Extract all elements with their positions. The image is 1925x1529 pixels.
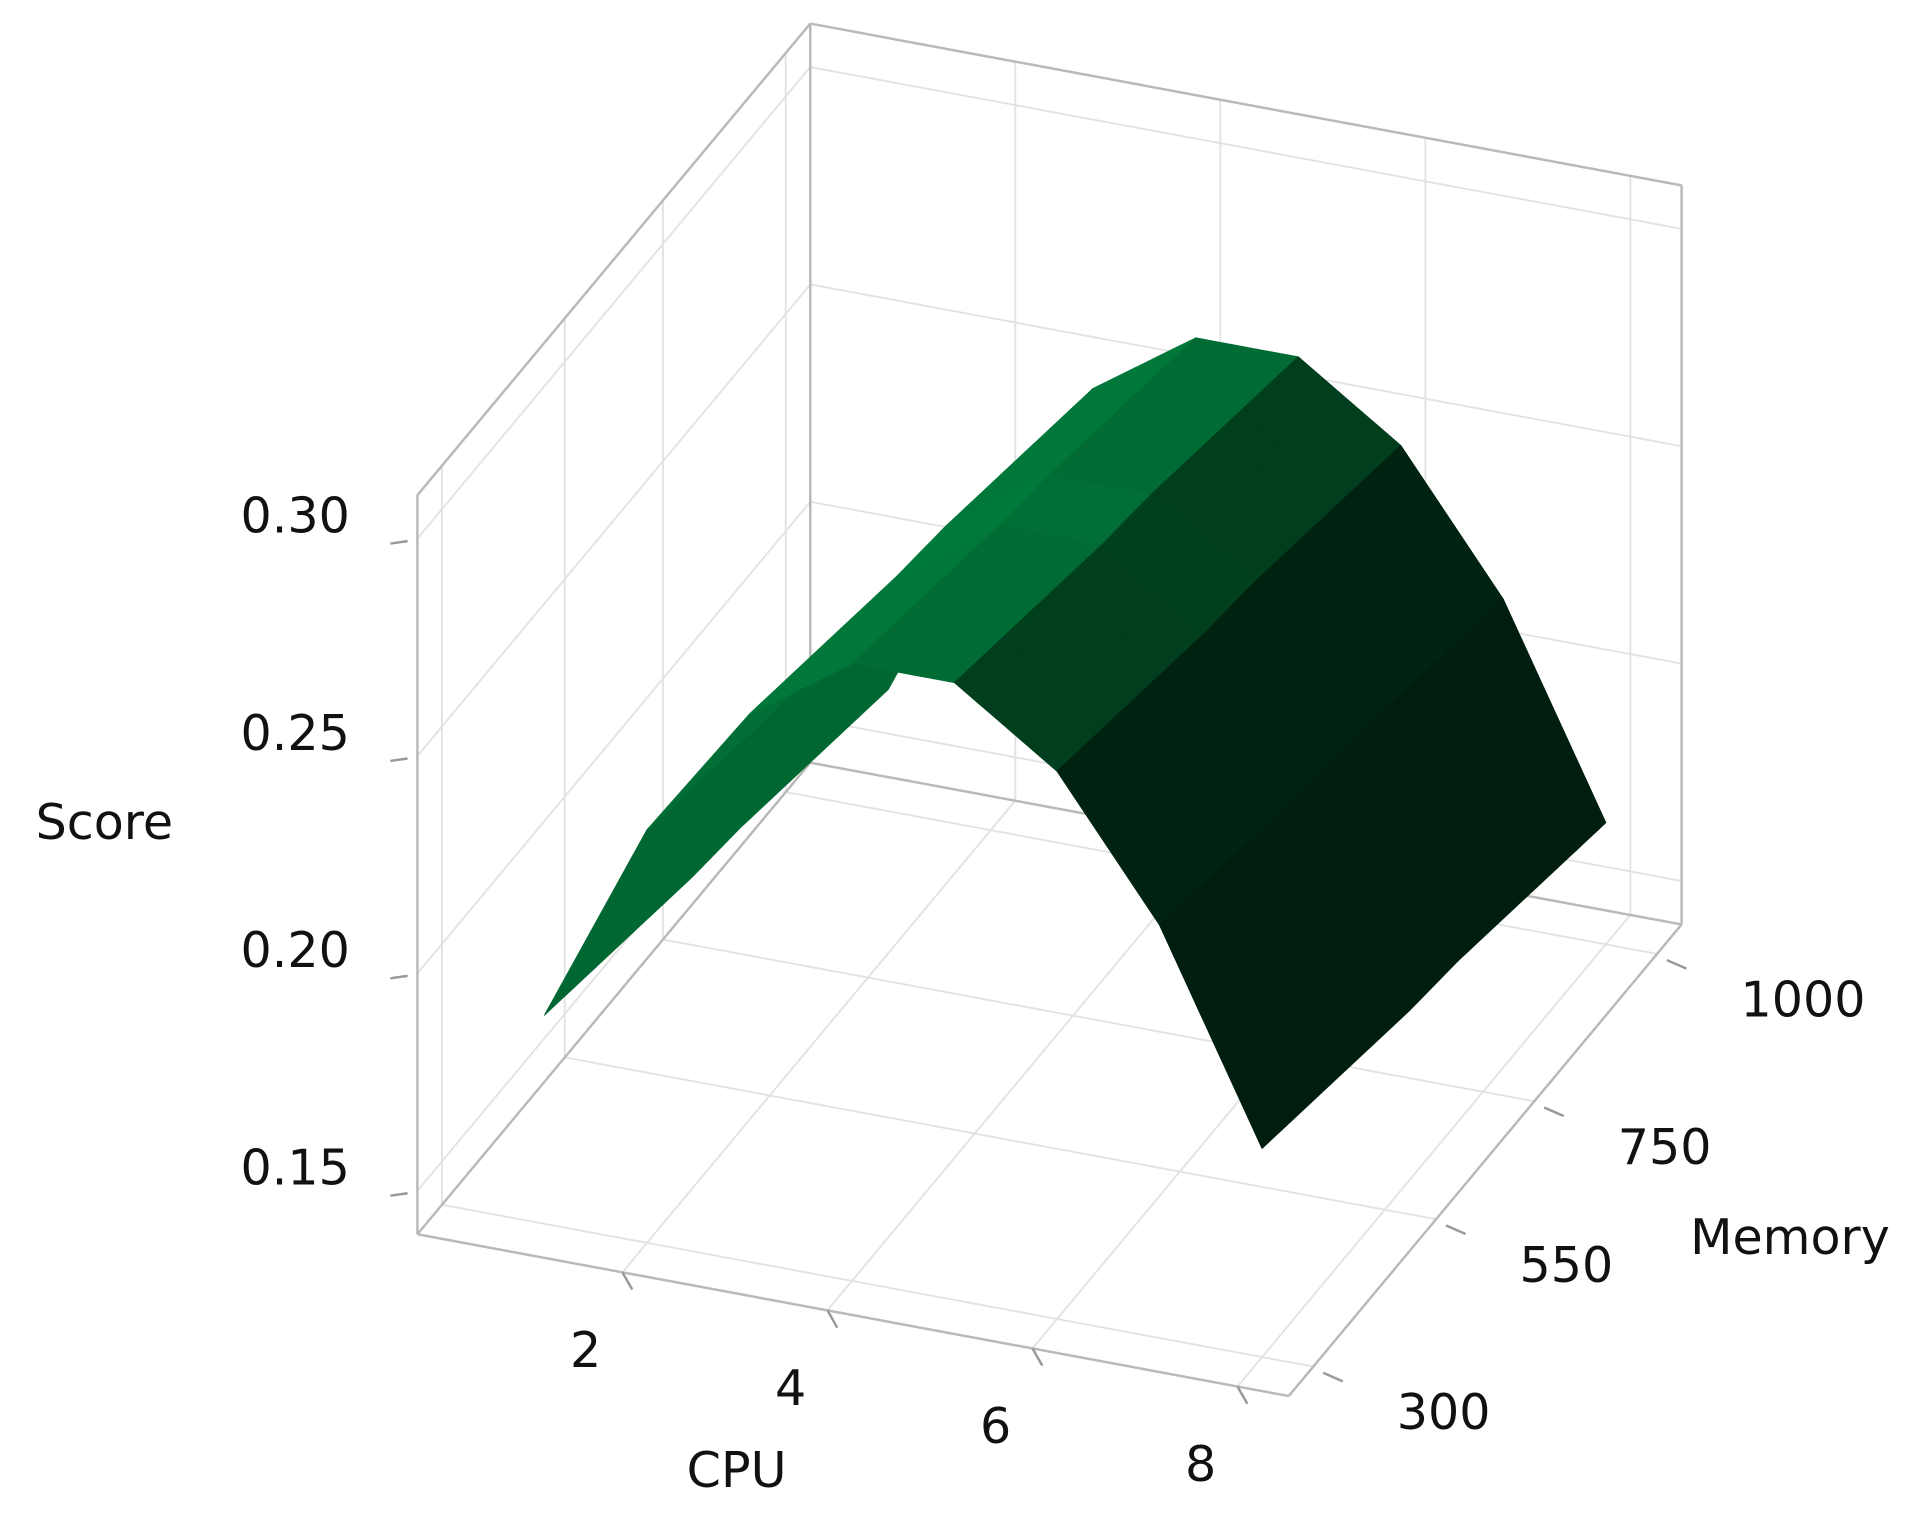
floor-grid-line [1236, 914, 1632, 1388]
box-edge [810, 22, 1682, 187]
side-wall-grid-line [416, 283, 811, 757]
surface-patch [1159, 878, 1312, 1149]
surface-patch [1003, 590, 1156, 726]
y-tick [1543, 1106, 1565, 1118]
surface-patch [994, 383, 1148, 481]
surface-patch [900, 571, 1054, 638]
z-tick [390, 974, 408, 980]
y-tick [1445, 1224, 1467, 1236]
x-tick [621, 1271, 634, 1291]
surface-facet [1241, 1094, 1273, 1149]
surface-patch [1355, 690, 1509, 961]
surface-patch [1203, 582, 1357, 788]
x-tick-label: 4 [775, 1359, 806, 1417]
z-tick-label: 0.30 [241, 486, 350, 544]
surface-patch [1150, 448, 1304, 584]
surface-patch [1056, 724, 1210, 926]
surface-patch [1306, 736, 1459, 1012]
back-wall-grid-line [810, 66, 1682, 230]
surface-patch [1154, 632, 1308, 834]
floor-grid-line [441, 1203, 1314, 1368]
surface-patch [749, 617, 902, 715]
surface [543, 337, 1607, 1149]
floor-grid-line [621, 800, 1016, 1273]
x-tick [826, 1309, 839, 1329]
z-tick [390, 757, 408, 763]
surface-patch [954, 636, 1107, 772]
surface-patch [851, 617, 1005, 684]
y-tick-label: 750 [1618, 1118, 1712, 1176]
side-wall-grid-line [416, 66, 811, 540]
floor-grid-line [662, 938, 1535, 1103]
box-edge [416, 22, 812, 496]
y-tick-label: 550 [1520, 1236, 1614, 1294]
box-edge [417, 1233, 1289, 1398]
z-axis-label: Score [36, 793, 174, 851]
surface-patch [642, 691, 795, 924]
surface-patch [1047, 429, 1201, 496]
side-wall-grid-line [416, 501, 811, 974]
x-tick-label: 6 [980, 1397, 1011, 1455]
surface-patch [1101, 494, 1254, 634]
surface-patch [998, 475, 1152, 546]
y-tick [1666, 958, 1688, 970]
surface-facet [553, 959, 586, 1007]
x-tick [1236, 1385, 1249, 1405]
x-tick-label: 8 [1185, 1435, 1216, 1493]
box-edge [416, 761, 812, 1236]
z-tick [390, 1192, 408, 1197]
surface-patch [1052, 544, 1205, 680]
surface-patch [1404, 644, 1558, 915]
surface-patch [1146, 337, 1299, 404]
y-tick-label: 300 [1397, 1383, 1491, 1441]
surface-patch [1257, 786, 1410, 1058]
y-axis-label: Memory [1690, 1208, 1890, 1266]
surface-patch [896, 475, 1049, 577]
floor-grid-line [564, 1056, 1437, 1221]
surface-patch [1105, 678, 1259, 880]
surface-patch [1351, 445, 1504, 646]
surface-patch [543, 783, 697, 1016]
x-tick-label: 2 [570, 1321, 601, 1379]
box-edge [1287, 923, 1683, 1397]
surface-patch [1208, 832, 1361, 1103]
surface-patch [1453, 598, 1607, 870]
z-tick-label: 0.25 [241, 704, 350, 762]
surface-patch [1199, 402, 1353, 538]
z-tick [390, 539, 408, 545]
surface-patch [949, 525, 1103, 592]
surface-patch [1097, 383, 1250, 450]
surface-patch [1248, 356, 1402, 492]
surface-patch [593, 737, 746, 970]
x-axis-label: CPU [687, 1441, 787, 1499]
y-tick-label: 1000 [1741, 971, 1866, 1029]
labels: 2 4 6 8 300 550 750 1000 0.15 0.20 0.25 0.30 [241, 486, 1866, 1493]
surface-patch [798, 571, 951, 669]
z-tick-label: 0.15 [241, 1139, 350, 1197]
surface-patch [945, 429, 1099, 527]
z-tick-label: 0.20 [241, 921, 350, 979]
y-tick [1322, 1371, 1344, 1383]
x-tick [1031, 1347, 1044, 1367]
